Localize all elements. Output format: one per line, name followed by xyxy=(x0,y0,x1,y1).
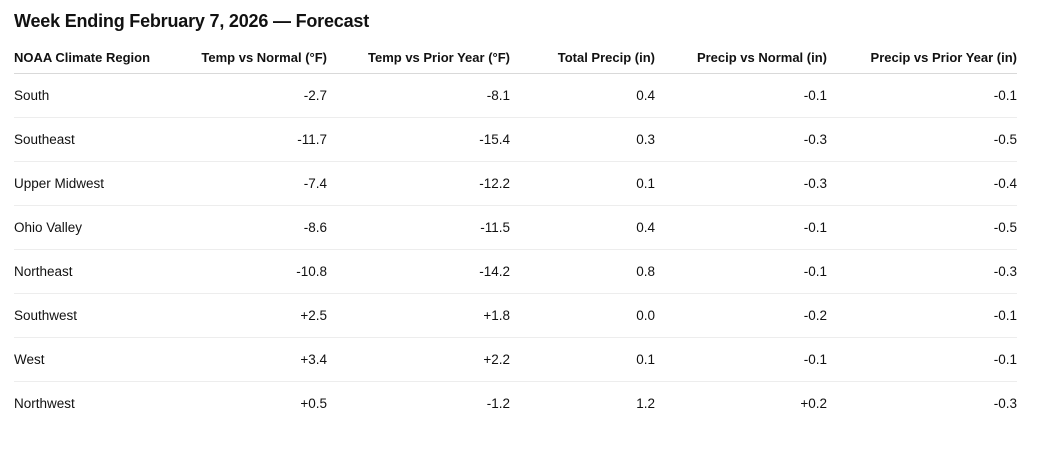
total-precip-cell: 0.4 xyxy=(510,73,655,118)
table-header-row: NOAA Climate Region Temp vs Normal (°F) … xyxy=(14,40,1017,74)
total-precip-cell: 0.0 xyxy=(510,293,655,338)
precip-vs-normal-cell: -0.1 xyxy=(655,337,827,382)
temp-vs-prior-year-cell: -8.1 xyxy=(327,73,510,118)
temp-vs-prior-year-cell: -1.2 xyxy=(486,396,510,412)
region-cell: Southwest xyxy=(14,293,180,338)
temp-vs-prior-year-cell: +2.2 xyxy=(327,337,510,382)
precip-vs-normal-cell: -0.2 xyxy=(655,293,827,338)
forecast-report-page: Week Ending February 7, 2026 — Forecast … xyxy=(14,11,1017,426)
table-row: West +3.4 +2.2 0.1 -0.1 -0.1 xyxy=(14,337,1017,382)
temp-vs-normal-cell: +0.5 xyxy=(300,396,327,412)
temp-vs-normal-cell: -8.6 xyxy=(180,205,327,250)
column-header-temp-vs-prior-year: Temp vs Prior Year (°F) xyxy=(327,40,510,74)
precip-vs-prior-year-cell: -0.5 xyxy=(827,205,1017,250)
column-header-temp-vs-normal: Temp vs Normal (°F) xyxy=(180,40,327,74)
precip-vs-normal-cell: -0.3 xyxy=(655,161,827,206)
region-cell: South xyxy=(14,73,180,118)
column-header-total-precip: Total Precip (in) xyxy=(510,40,655,74)
precip-vs-prior-year-cell: -0.1 xyxy=(827,337,1017,382)
table-row: Southwest +2.5 +1.8 0.0 -0.2 -0.1 xyxy=(14,293,1017,338)
total-precip-cell: 0.1 xyxy=(510,337,655,382)
table-row: Southeast -11.7 -15.4 0.3 -0.3 -0.5 xyxy=(14,117,1017,162)
total-precip-cell: 0.4 xyxy=(510,205,655,250)
table-row: Ohio Valley -8.6 -11.5 0.4 -0.1 -0.5 xyxy=(14,205,1017,250)
temp-vs-normal-cell: -11.7 xyxy=(180,117,327,162)
temp-vs-normal-cell: +3.4 xyxy=(180,337,327,382)
temp-vs-prior-year-cell: -14.2 xyxy=(327,249,510,294)
total-precip-cell: 0.3 xyxy=(510,117,655,162)
temp-vs-normal-cell: -10.8 xyxy=(180,249,327,294)
table-row: Upper Midwest -7.4 -12.2 0.1 -0.3 -0.4 xyxy=(14,161,1017,206)
precip-vs-prior-year-cell: -0.5 xyxy=(827,117,1017,162)
precip-vs-prior-year-cell: -0.3 xyxy=(993,396,1017,412)
table-row: South -2.7 -8.1 0.4 -0.1 -0.1 xyxy=(14,73,1017,118)
temp-vs-prior-year-cell: -15.4 xyxy=(327,117,510,162)
forecast-table: NOAA Climate Region Temp vs Normal (°F) … xyxy=(14,40,1017,426)
temp-vs-prior-year-cell: +1.8 xyxy=(327,293,510,338)
temp-vs-normal-cell: +2.5 xyxy=(180,293,327,338)
region-cell: Southeast xyxy=(14,117,180,162)
region-cell: Northwest xyxy=(14,396,75,412)
precip-vs-prior-year-cell: -0.4 xyxy=(827,161,1017,206)
precip-vs-normal-cell: -0.1 xyxy=(655,249,827,294)
region-cell: Northeast xyxy=(14,249,180,294)
region-cell: Ohio Valley xyxy=(14,205,180,250)
region-cell: West xyxy=(14,337,180,382)
precip-vs-normal-cell: -0.3 xyxy=(655,117,827,162)
total-precip-cell: 0.8 xyxy=(510,249,655,294)
total-precip-cell: 1.2 xyxy=(636,396,655,412)
precip-vs-normal-cell: -0.1 xyxy=(655,205,827,250)
precip-vs-prior-year-cell: -0.1 xyxy=(827,73,1017,118)
temp-vs-prior-year-cell: -11.5 xyxy=(327,205,510,250)
precip-vs-prior-year-cell: -0.1 xyxy=(827,293,1017,338)
region-cell: Upper Midwest xyxy=(14,161,180,206)
column-header-precip-vs-normal: Precip vs Normal (in) xyxy=(655,40,827,74)
table-row: Northeast -10.8 -14.2 0.8 -0.1 -0.3 xyxy=(14,249,1017,294)
temp-vs-normal-cell: -7.4 xyxy=(180,161,327,206)
precip-vs-normal-cell: -0.1 xyxy=(655,73,827,118)
table-row: Northwest +0.5 -1.2 1.2 +0.2 -0.3 xyxy=(14,382,1017,426)
total-precip-cell: 0.1 xyxy=(510,161,655,206)
column-header-region: NOAA Climate Region xyxy=(14,40,180,74)
temp-vs-normal-cell: -2.7 xyxy=(180,73,327,118)
column-header-precip-vs-prior-year: Precip vs Prior Year (in) xyxy=(827,40,1017,74)
precip-vs-prior-year-cell: -0.3 xyxy=(827,249,1017,294)
temp-vs-prior-year-cell: -12.2 xyxy=(327,161,510,206)
precip-vs-normal-cell: +0.2 xyxy=(800,396,827,412)
page-title: Week Ending February 7, 2026 — Forecast xyxy=(14,11,370,31)
